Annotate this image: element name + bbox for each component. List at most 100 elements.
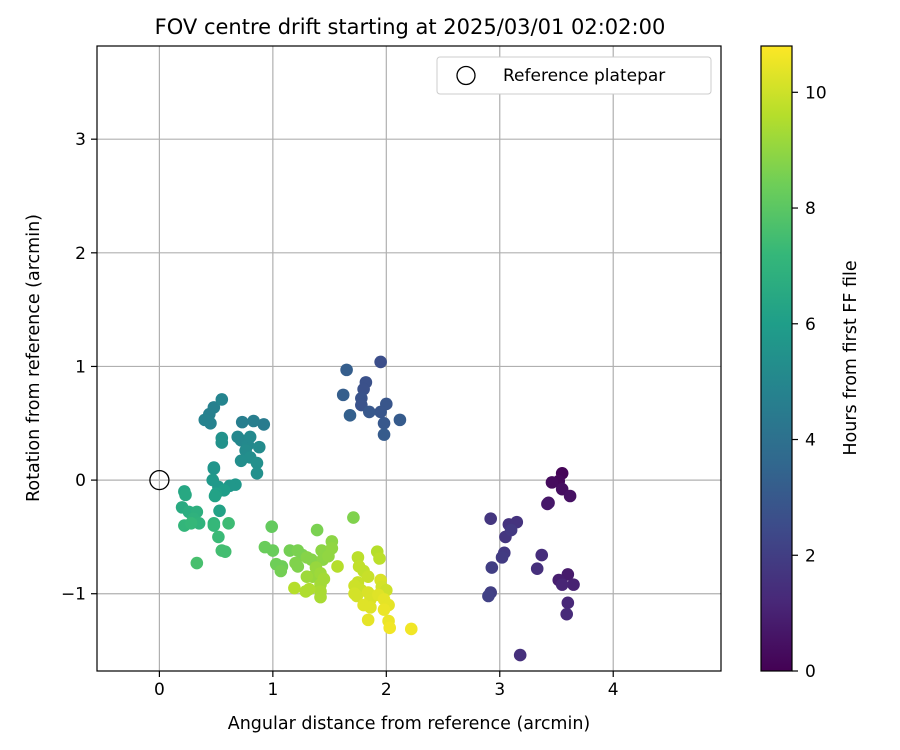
scatter-point bbox=[484, 512, 497, 526]
chart-title: FOV centre drift starting at 2025/03/01 … bbox=[155, 15, 666, 39]
scatter-point bbox=[567, 578, 580, 591]
x-tick-label: 3 bbox=[494, 680, 505, 700]
scatter-point bbox=[555, 578, 569, 591]
scatter-point bbox=[310, 523, 324, 537]
scatter-point bbox=[361, 613, 375, 627]
plot-grid bbox=[97, 46, 721, 671]
scatter-point bbox=[331, 560, 344, 573]
legend-label: Reference platepar bbox=[503, 66, 665, 86]
scatter-point bbox=[300, 570, 314, 583]
reference-platepar-marker bbox=[149, 469, 170, 491]
reference-marker bbox=[149, 469, 170, 491]
scatter-point bbox=[336, 388, 350, 402]
legend: Reference platepar bbox=[436, 56, 712, 95]
scatter-point bbox=[361, 570, 375, 583]
scatter-point bbox=[513, 648, 527, 662]
x-axis-label: Angular distance from reference (arcmin) bbox=[228, 714, 591, 734]
colorbar-tick-label: 6 bbox=[805, 315, 816, 335]
x-tick-label: 1 bbox=[267, 680, 278, 700]
y-axis-label: Rotation from reference (arcmin) bbox=[24, 214, 44, 502]
colorbar: 0 2 4 6 8 10 Hours from first FF file bbox=[760, 45, 861, 682]
colorbar-tick-label: 8 bbox=[805, 199, 816, 219]
scatter-point bbox=[243, 430, 257, 444]
scatter-point bbox=[213, 504, 226, 518]
scatter-point bbox=[393, 413, 407, 427]
data-points bbox=[175, 355, 580, 662]
scatter-point bbox=[252, 440, 266, 454]
x-tick-label: 0 bbox=[154, 680, 165, 700]
scatter-point bbox=[314, 590, 327, 604]
scatter-point bbox=[288, 581, 301, 595]
scatter-point bbox=[247, 414, 260, 428]
scatter-point bbox=[377, 603, 391, 616]
scatter-point bbox=[235, 415, 249, 429]
legend-marker-open-circle bbox=[456, 65, 476, 86]
scatter-point bbox=[207, 519, 221, 532]
scatter-point bbox=[184, 516, 198, 530]
scatter-point bbox=[274, 564, 288, 578]
scatter-point bbox=[530, 562, 544, 576]
scatter-point bbox=[258, 540, 272, 554]
y-tick-label: 3 bbox=[75, 130, 86, 150]
scatter-point bbox=[340, 363, 353, 377]
scatter-point bbox=[504, 523, 518, 537]
scatter-point bbox=[250, 456, 264, 470]
scatter-point bbox=[250, 466, 264, 480]
colorbar-gradient bbox=[760, 45, 793, 672]
colorbar-tick-label: 0 bbox=[805, 662, 816, 682]
scatter-point bbox=[374, 405, 387, 419]
y-tick-label: 2 bbox=[75, 244, 86, 264]
scatter-point bbox=[362, 405, 376, 419]
axis-ticks: 0 1 2 3 4 −1 0 1 2 3 bbox=[61, 130, 619, 700]
scatter-point bbox=[485, 561, 499, 574]
scatter-point bbox=[561, 568, 575, 581]
scatter-point bbox=[299, 585, 313, 598]
scatter-point bbox=[535, 548, 549, 562]
scatter-point bbox=[374, 355, 387, 369]
colorbar-tick-label: 4 bbox=[805, 431, 816, 451]
scatter-point bbox=[222, 516, 235, 530]
scatter-point bbox=[377, 416, 391, 430]
scatter-point bbox=[215, 393, 229, 406]
scatter-point bbox=[383, 621, 397, 635]
scatter-point bbox=[257, 418, 271, 431]
scatter-point bbox=[404, 622, 418, 636]
scatter-point bbox=[541, 497, 554, 511]
scatter-point bbox=[563, 489, 577, 503]
scatter-point bbox=[364, 601, 377, 614]
scatter-point bbox=[482, 589, 495, 603]
scatter-point bbox=[545, 476, 559, 489]
scatter-point bbox=[350, 589, 364, 603]
y-tick-label: 0 bbox=[75, 471, 86, 491]
scatter-point bbox=[218, 545, 232, 558]
scatter-point bbox=[373, 552, 386, 565]
x-tick-label: 4 bbox=[608, 680, 619, 700]
scatter-point bbox=[291, 560, 305, 573]
scatter-point bbox=[207, 462, 221, 476]
scatter-point bbox=[179, 488, 192, 502]
y-tick-label: 1 bbox=[75, 357, 86, 377]
colorbar-label: Hours from first FF file bbox=[841, 260, 861, 455]
scatter-point bbox=[265, 520, 279, 533]
scatter-point bbox=[204, 416, 217, 430]
scatter-point bbox=[495, 551, 509, 564]
y-tick-label: −1 bbox=[61, 585, 86, 605]
x-tick-label: 2 bbox=[381, 680, 392, 700]
scatter-point bbox=[561, 596, 575, 610]
scatter-point bbox=[560, 607, 574, 621]
colorbar-tick-label: 10 bbox=[805, 83, 827, 103]
legend-box bbox=[436, 56, 712, 95]
scatter-point bbox=[234, 454, 248, 468]
scatter-point bbox=[343, 409, 357, 422]
colorbar-ticks: 0 2 4 6 8 10 bbox=[792, 83, 827, 682]
scatter-point bbox=[377, 428, 391, 441]
scatter-point bbox=[347, 511, 360, 524]
plot-frame bbox=[96, 45, 722, 672]
scatter-point bbox=[215, 436, 229, 449]
scatter-point bbox=[212, 530, 225, 544]
scatter-point bbox=[190, 556, 204, 570]
scatter-point bbox=[322, 549, 335, 563]
colorbar-tick-label: 2 bbox=[805, 546, 816, 566]
scatter-point bbox=[208, 489, 222, 503]
